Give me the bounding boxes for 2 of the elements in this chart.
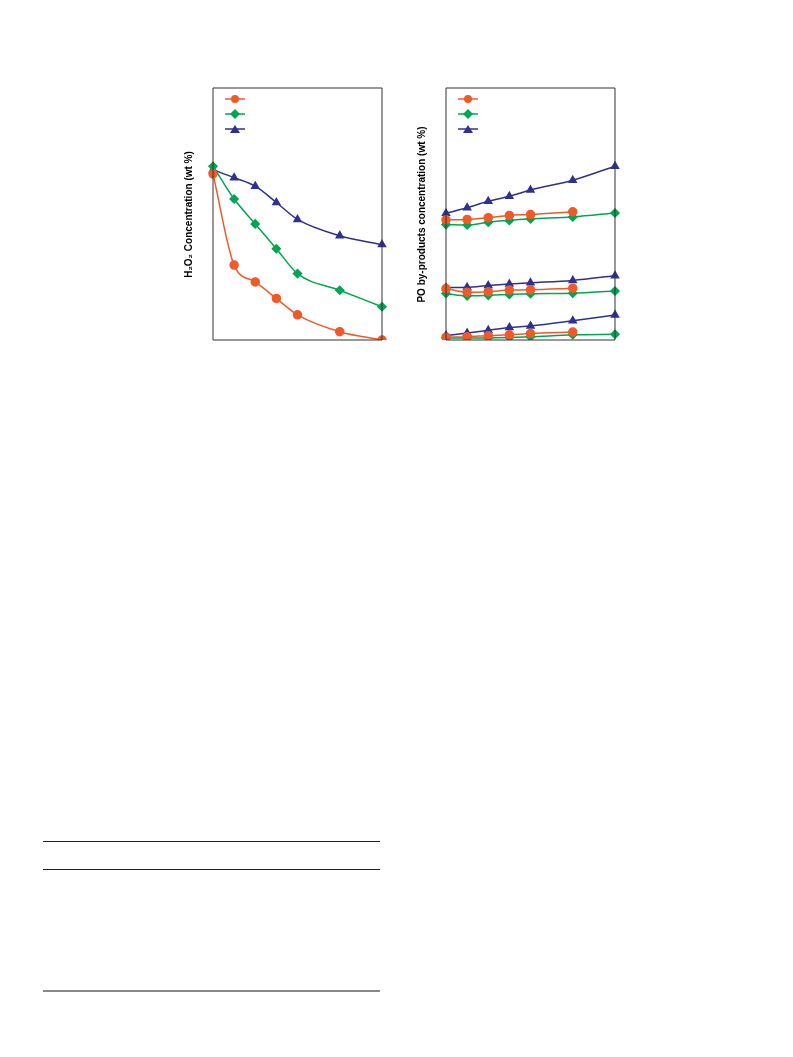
y-axis-title: PO by-products concentration (wt %): [415, 125, 427, 303]
y-axis-title: H₂O₂ Concentration (wt %): [182, 150, 194, 278]
